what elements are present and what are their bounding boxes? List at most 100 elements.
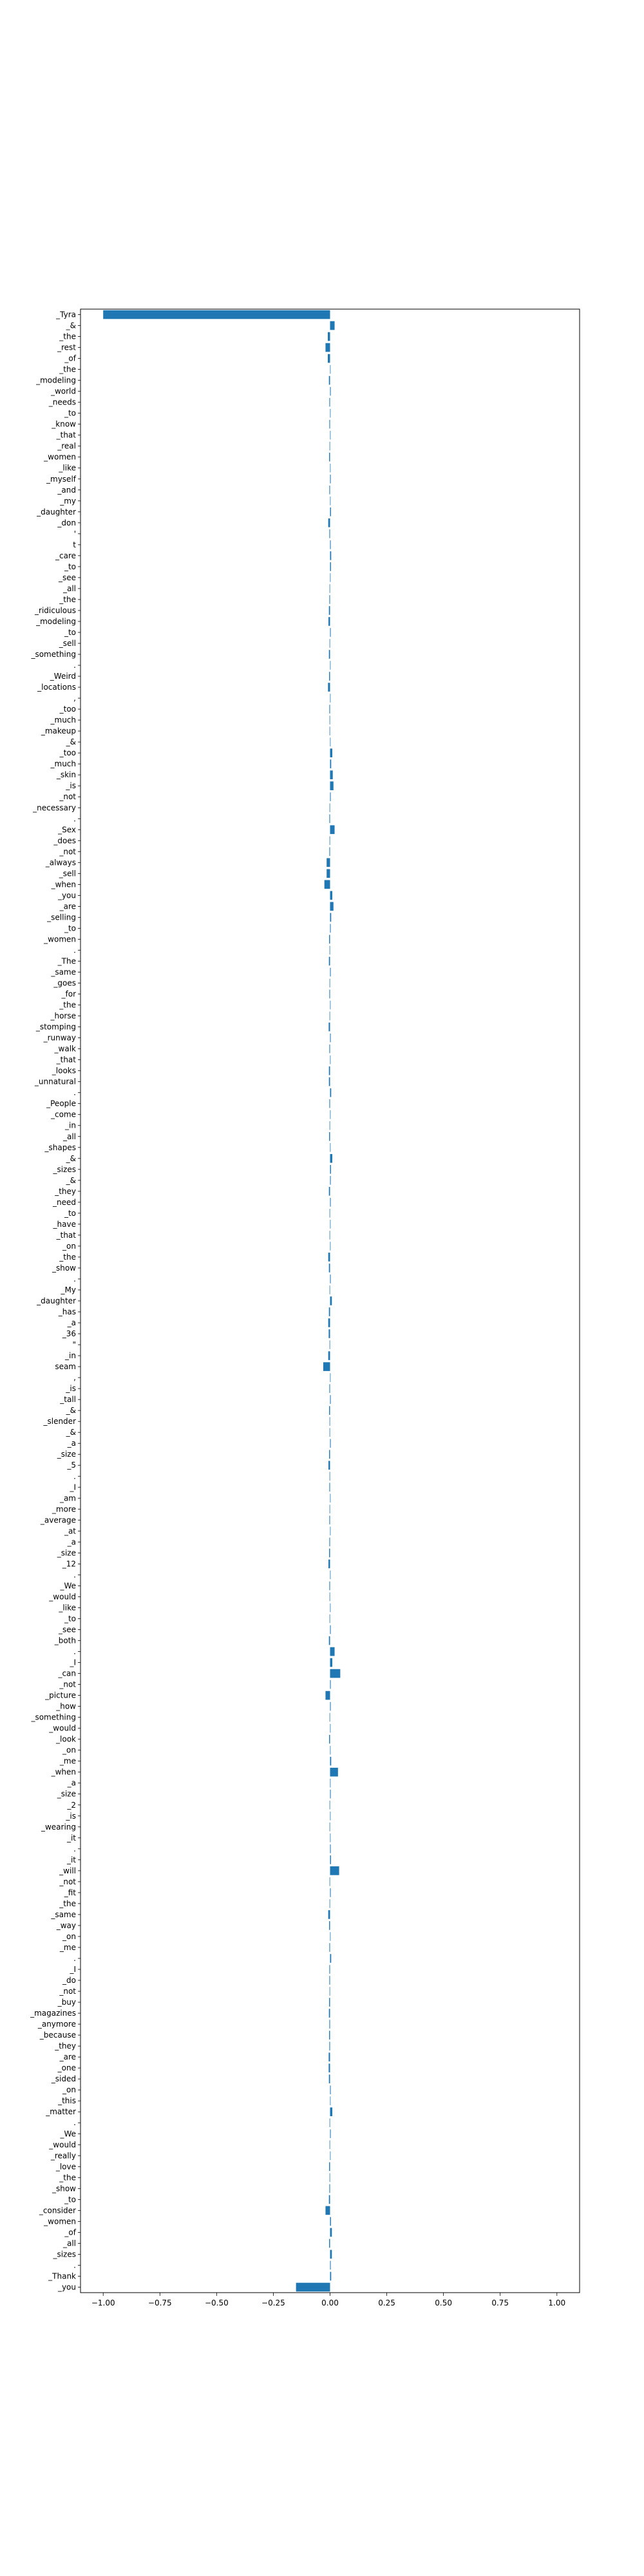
x-tick-label: −0.50 — [205, 2298, 229, 2307]
bar — [328, 1461, 330, 1470]
y-tick-label: _both — [54, 1636, 76, 1645]
bar — [330, 562, 331, 571]
bar — [329, 814, 330, 824]
bar — [328, 375, 330, 385]
bar — [330, 1110, 331, 1119]
bar — [328, 617, 330, 626]
bar — [330, 573, 331, 582]
x-tick-label: 0.00 — [321, 2298, 339, 2307]
y-tick-label: _rest — [57, 343, 76, 352]
y-tick-label: , — [73, 1373, 76, 1382]
bar — [329, 1132, 330, 1141]
bar — [329, 2162, 330, 2172]
y-tick-label: _size — [57, 1548, 76, 1557]
y-tick-label: _to — [64, 1209, 76, 1218]
y-tick-label: _modeling — [35, 617, 76, 626]
bar — [330, 2249, 332, 2259]
bar — [329, 672, 330, 681]
bar — [330, 825, 335, 835]
bar — [296, 2282, 330, 2292]
bar — [330, 1439, 331, 1448]
y-tick-label: _2 — [66, 1801, 76, 1810]
x-tick-label: −1.00 — [91, 2298, 115, 2307]
bar — [329, 1965, 330, 1974]
bar — [328, 1307, 330, 1316]
y-tick-label: _12 — [62, 1559, 76, 1568]
y-tick-label: _& — [66, 1154, 76, 1163]
y-tick-label: _consider — [39, 2206, 76, 2215]
y-tick-label: _the — [59, 332, 76, 341]
y-tick-label: . — [73, 2118, 76, 2127]
bar — [330, 1570, 331, 1580]
y-tick-label: _wearing — [41, 1823, 76, 1832]
y-tick-labels: _Tyra _& _the _rest _of _the _modeling _world _n… — [30, 310, 80, 2291]
bar — [328, 1066, 330, 1075]
bar — [330, 1855, 331, 1864]
y-tick-label: _& — [66, 1428, 76, 1437]
y-tick-label: _women — [43, 453, 76, 462]
y-tick-label: _picture — [44, 1691, 76, 1700]
y-tick-label: _sizes — [52, 2249, 76, 2259]
bar — [329, 1384, 330, 1393]
y-tick-label: _me — [59, 1757, 76, 1766]
bar — [328, 518, 330, 527]
y-tick-label: _slender — [43, 1417, 76, 1426]
bar — [329, 2041, 330, 2050]
bar — [330, 1954, 332, 1963]
y-tick-label: _skin — [56, 770, 76, 779]
bar — [330, 1526, 331, 1536]
y-tick-label: _same — [50, 968, 76, 977]
bar — [330, 1625, 331, 1634]
y-tick-label: _to — [64, 562, 76, 571]
y-tick-label: _see — [58, 573, 76, 582]
bar — [330, 321, 335, 330]
y-tick-label: _how — [55, 1702, 76, 1711]
y-tick-label: _average — [40, 1515, 76, 1524]
y-tick-label: _like — [58, 1603, 76, 1612]
y-tick-label: _my — [59, 497, 76, 506]
bar — [330, 1789, 331, 1799]
y-tick-label: ' — [74, 529, 76, 538]
bar — [330, 759, 332, 768]
y-tick-label: _goes — [53, 979, 76, 988]
bar — [330, 1033, 331, 1043]
y-tick-label: . — [73, 1844, 76, 1853]
y-tick-label: _& — [66, 1176, 76, 1185]
y-tick-label: _know — [51, 420, 76, 429]
y-tick-label: _all — [62, 584, 76, 593]
y-tick-label: _you — [57, 2282, 76, 2291]
y-tick-label: _love — [55, 2162, 76, 2171]
bar — [329, 1044, 330, 1054]
y-tick-label: _myself — [46, 475, 77, 484]
bar — [328, 1264, 330, 1273]
y-tick-label: _stomping — [35, 1023, 76, 1032]
bar — [328, 1351, 330, 1360]
y-tick-label: _for — [61, 990, 77, 999]
y-tick-label: _sizes — [52, 1165, 76, 1174]
y-tick-label: _much — [50, 715, 77, 724]
bar — [330, 1153, 333, 1163]
y-tick-label: _don — [57, 518, 76, 527]
x-tick-label: −0.75 — [148, 2298, 172, 2307]
bar — [330, 748, 333, 757]
y-tick-label: _anymore — [37, 2020, 76, 2029]
bar — [330, 365, 331, 374]
bar — [330, 1493, 331, 1503]
y-tick-label: _& — [66, 737, 76, 746]
bar — [329, 2239, 330, 2248]
y-tick-label: _too — [59, 705, 76, 714]
y-tick-label: _walk — [54, 1045, 77, 1054]
bar — [330, 1088, 332, 1097]
y-tick-label: _at — [64, 1526, 76, 1535]
bar — [329, 529, 330, 538]
y-tick-label: _necessary — [32, 803, 76, 812]
y-tick-label: _not — [59, 1987, 76, 1996]
bar — [330, 913, 332, 922]
bar — [330, 1274, 331, 1283]
bar — [330, 792, 331, 802]
bar — [325, 1690, 330, 1700]
y-tick-label: _on — [62, 1242, 76, 1251]
y-tick-label: _would — [48, 1592, 76, 1601]
bar — [329, 419, 330, 429]
bar — [327, 869, 330, 878]
